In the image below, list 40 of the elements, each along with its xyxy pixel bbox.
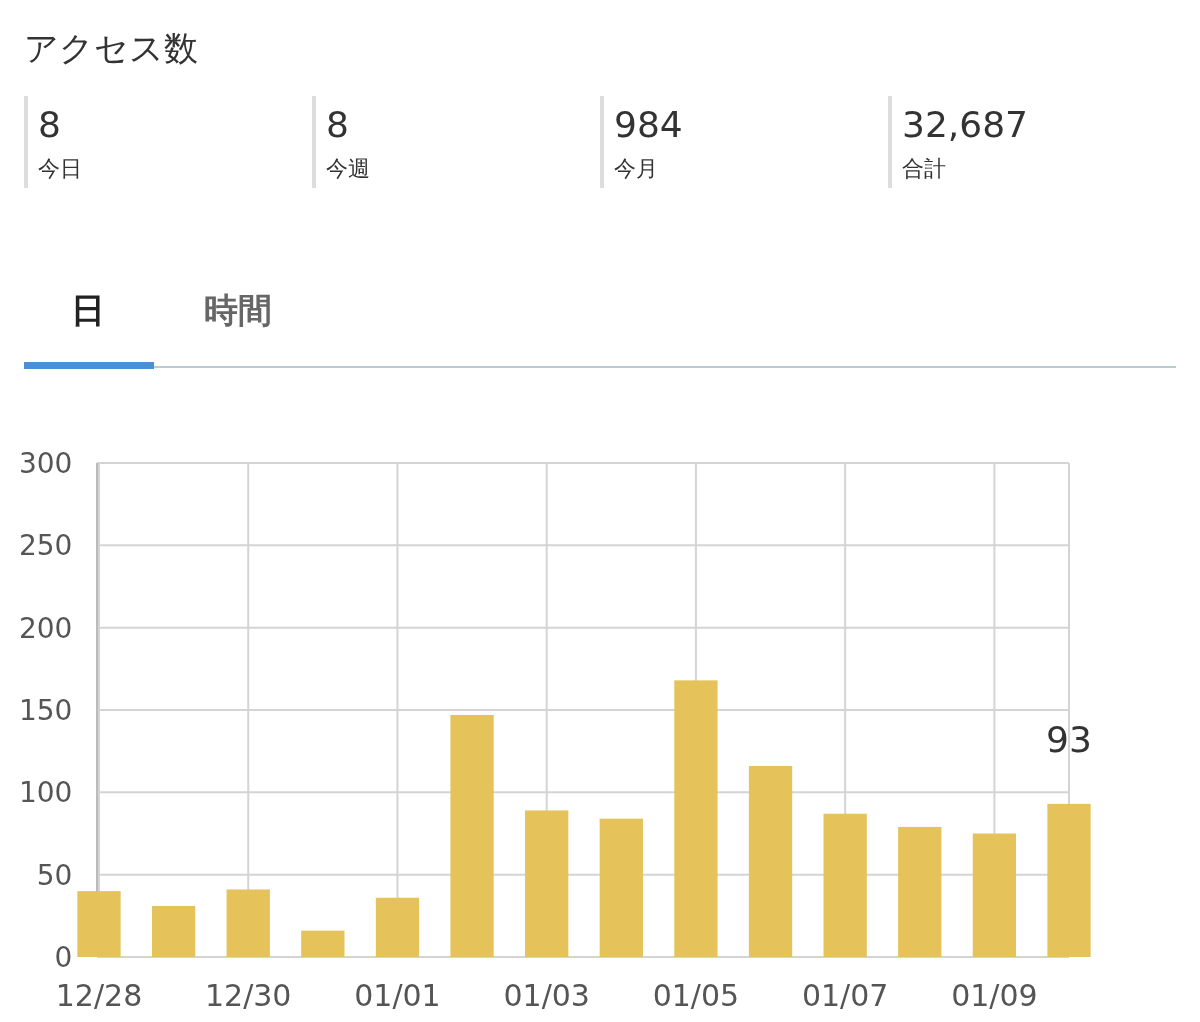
text: 今日 bbox=[38, 156, 82, 181]
x-tick-label: 01/03 bbox=[503, 978, 590, 1013]
bar bbox=[823, 813, 867, 957]
x-tick-label: 12/30 bbox=[205, 978, 292, 1013]
bar bbox=[450, 714, 494, 957]
bar bbox=[77, 891, 121, 957]
text: 8 bbox=[326, 104, 349, 145]
bar bbox=[972, 833, 1017, 957]
bar bbox=[599, 818, 643, 957]
y-tick-label: 300 bbox=[18, 447, 73, 480]
bar bbox=[375, 897, 420, 957]
text: 合計 bbox=[902, 156, 946, 181]
data-label: 93 bbox=[1046, 718, 1092, 760]
text: 984 bbox=[614, 104, 683, 145]
text: 日 bbox=[71, 290, 105, 330]
text: 時間 bbox=[204, 290, 272, 330]
bar bbox=[226, 889, 270, 957]
bar bbox=[525, 810, 569, 957]
text: 今月 bbox=[614, 156, 658, 181]
x-tick-label: 01/09 bbox=[951, 978, 1038, 1013]
x-tick-label: 01/05 bbox=[652, 978, 740, 1013]
text: 32,687 bbox=[902, 104, 1028, 145]
x-tick-label: 01/07 bbox=[801, 978, 889, 1013]
y-tick-label: 250 bbox=[18, 529, 73, 563]
bar bbox=[674, 680, 718, 957]
x-tick-label: 12/28 bbox=[55, 978, 143, 1013]
y-tick-label: 100 bbox=[18, 776, 73, 810]
bar bbox=[301, 930, 345, 957]
text: 8 bbox=[38, 104, 61, 145]
bar bbox=[748, 765, 793, 957]
x-tick-label: 01/01 bbox=[354, 978, 441, 1013]
bar bbox=[1047, 803, 1091, 957]
text: アクセス数 bbox=[24, 28, 198, 68]
y-tick-label: 50 bbox=[36, 858, 73, 892]
y-tick-label: 150 bbox=[18, 694, 73, 727]
y-tick-label: 200 bbox=[18, 611, 73, 645]
bar bbox=[898, 826, 942, 957]
y-tick-label: 0 bbox=[54, 941, 73, 974]
bar bbox=[151, 905, 196, 957]
text: 今週 bbox=[326, 156, 370, 181]
